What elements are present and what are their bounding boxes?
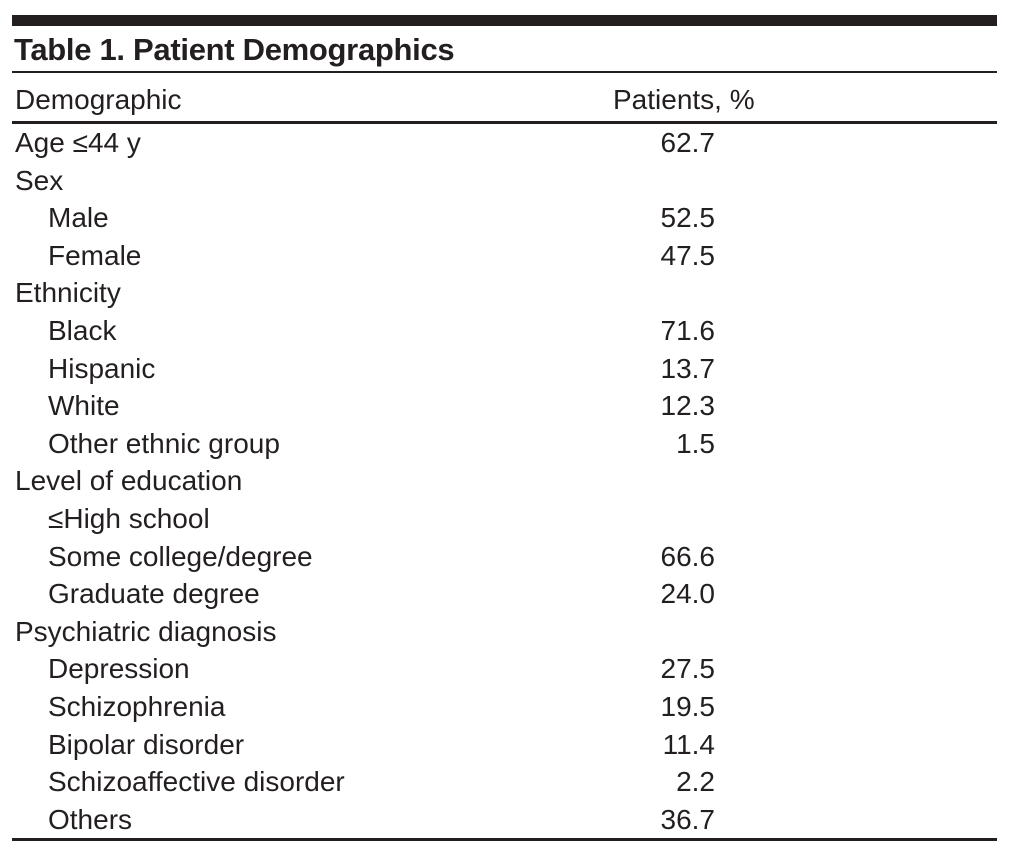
table-header-row: Demographic Patients, % <box>12 73 997 121</box>
row-label: Hispanic <box>48 352 156 384</box>
table-row: Psychiatric diagnosis <box>12 613 997 651</box>
patient-demographics-table: Table 1. Patient Demographics Demographi… <box>12 0 997 842</box>
table-row: Male 52.5 <box>12 199 997 237</box>
row-label: Other ethnic group <box>48 427 280 459</box>
row-label: Black <box>48 314 117 346</box>
row-value-cell: 12.3 <box>613 387 997 425</box>
row-value-cell: 19.5 <box>613 688 997 726</box>
table-row: Age ≤44 y 62.7 <box>12 124 997 162</box>
row-label: Psychiatric diagnosis <box>15 615 277 647</box>
table-row: Other ethnic group 1.5 <box>12 425 997 463</box>
row-value: 12.3 <box>660 390 716 422</box>
row-value-cell <box>613 462 997 500</box>
row-value-cell <box>613 162 997 200</box>
row-label: Depression <box>48 653 190 685</box>
row-value-cell: 24.0 <box>613 575 997 613</box>
table-row: Graduate degree 24.0 <box>12 575 997 613</box>
row-label: Age ≤44 y <box>15 127 141 158</box>
column-header-patients-pct: Patients, % <box>613 84 755 115</box>
row-value: 27.5 <box>660 653 716 685</box>
row-value: 24.0 <box>660 578 716 610</box>
table-row: Sex <box>12 162 997 200</box>
row-label: Others <box>48 803 133 835</box>
title-divider-rule <box>12 71 997 73</box>
row-value-cell: 36.7 <box>613 801 997 839</box>
row-label: Bipolar disorder <box>48 728 245 760</box>
row-label: Some college/degree <box>48 540 313 572</box>
row-value-cell: 71.6 <box>613 312 997 350</box>
row-label: Female <box>48 239 142 271</box>
row-label: White <box>48 390 120 422</box>
row-value: 2.2 <box>676 766 715 798</box>
table-title: Table 1. Patient Demographics <box>14 32 455 67</box>
row-label: Graduate degree <box>48 578 260 610</box>
header-divider-rule <box>12 121 997 124</box>
row-label: Ethnicity <box>15 277 121 309</box>
row-value-cell <box>613 613 997 651</box>
value-column-header-cell: Patients, % <box>613 73 997 121</box>
row-value: 71.6 <box>660 314 716 346</box>
row-value-cell: 1.5 <box>613 425 997 463</box>
table-row: Others 36.7 <box>12 801 997 839</box>
table-row: Schizoaffective disorder 2.2 <box>12 763 997 801</box>
row-value: 11.4 <box>662 728 715 760</box>
row-label: Level of education <box>15 465 243 497</box>
row-value-cell: 13.7 <box>613 350 997 388</box>
row-value-cell: 52.5 <box>613 199 997 237</box>
row-value: 19.5 <box>660 690 716 722</box>
row-value-cell: 2.2 <box>613 763 997 801</box>
table-row: Depression 27.5 <box>12 650 997 688</box>
row-value: 66.6 <box>660 540 716 572</box>
row-value: 36.7 <box>660 803 716 835</box>
table-row: Bipolar disorder 11.4 <box>12 726 997 764</box>
column-header-demographic: Demographic <box>15 84 182 115</box>
row-value: 47.5 <box>660 239 716 271</box>
table-top-rule <box>12 15 997 26</box>
table-row: Female 47.5 <box>12 237 997 275</box>
row-label: Schizophrenia <box>48 690 226 722</box>
row-value-cell: 11.4 <box>613 726 997 764</box>
row-value-cell: 47.5 <box>613 237 997 275</box>
row-value-cell <box>613 274 997 312</box>
row-value-cell: 27.5 <box>613 650 997 688</box>
table-body: Age ≤44 y 62.7 Sex Male 52.5 Female 47.5… <box>12 124 997 838</box>
row-value-cell <box>613 500 997 538</box>
table-row: Ethnicity <box>12 274 997 312</box>
table-row: Some college/degree 66.6 <box>12 538 997 576</box>
table-row: ≤High school <box>12 500 997 538</box>
row-label: Schizoaffective disorder <box>48 766 345 798</box>
table-row: Schizophrenia 19.5 <box>12 688 997 726</box>
table-row: Level of education <box>12 462 997 500</box>
row-value: 1.5 <box>676 427 715 459</box>
table-row: Hispanic 13.7 <box>12 350 997 388</box>
row-label: ≤High school <box>48 502 210 534</box>
row-value-cell: 66.6 <box>613 538 997 576</box>
table-row: White 12.3 <box>12 387 997 425</box>
table-row: Black 71.6 <box>12 312 997 350</box>
row-value: 52.5 <box>660 202 716 234</box>
table-bottom-rule <box>12 838 997 842</box>
row-value: 13.7 <box>660 352 716 384</box>
row-value-cell: 62.7 <box>613 124 997 162</box>
row-label: Male <box>48 202 109 234</box>
row-label: Sex <box>15 164 64 196</box>
row-value: 62.7 <box>660 127 716 158</box>
